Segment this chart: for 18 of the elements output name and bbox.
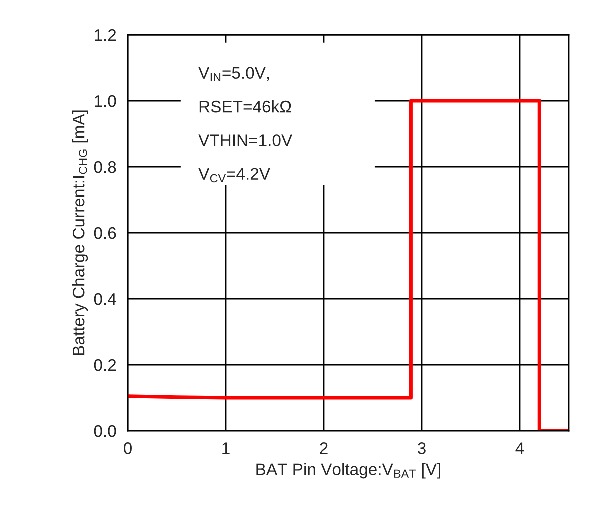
x-tick-label: 4 bbox=[516, 442, 524, 454]
x-tick-label: 1 bbox=[222, 442, 230, 454]
y-tick-label: 0.4 bbox=[94, 293, 116, 306]
y-tick-label: 1.2 bbox=[94, 29, 116, 42]
x-tick-label: 0 bbox=[124, 442, 132, 454]
annotation: V$_{CV}$=4.2V bbox=[198, 168, 270, 183]
x-tick-label: 2 bbox=[320, 442, 328, 454]
y-tick-label: 0.0 bbox=[94, 425, 116, 438]
y-tick-label: 1.0 bbox=[94, 95, 116, 108]
y-tick-label: 0.2 bbox=[94, 359, 116, 372]
annotation: RSET=46kΩ bbox=[200, 100, 292, 113]
y-tick-label: 0.8 bbox=[94, 161, 116, 174]
y-axis-title: Battery Charge Current:I$_{CHG}$ [mA] bbox=[72, 110, 88, 356]
x-tick-label: 3 bbox=[418, 442, 426, 454]
y-tick-label: 0.6 bbox=[94, 227, 116, 240]
annotation: VTHIN=1.0V bbox=[198, 134, 293, 146]
annotation: V$_{IN}$=5.0V, bbox=[198, 67, 270, 82]
x-axis-title: BAT Pin Voltage:V$_{BAT}$ [V] bbox=[256, 463, 440, 479]
